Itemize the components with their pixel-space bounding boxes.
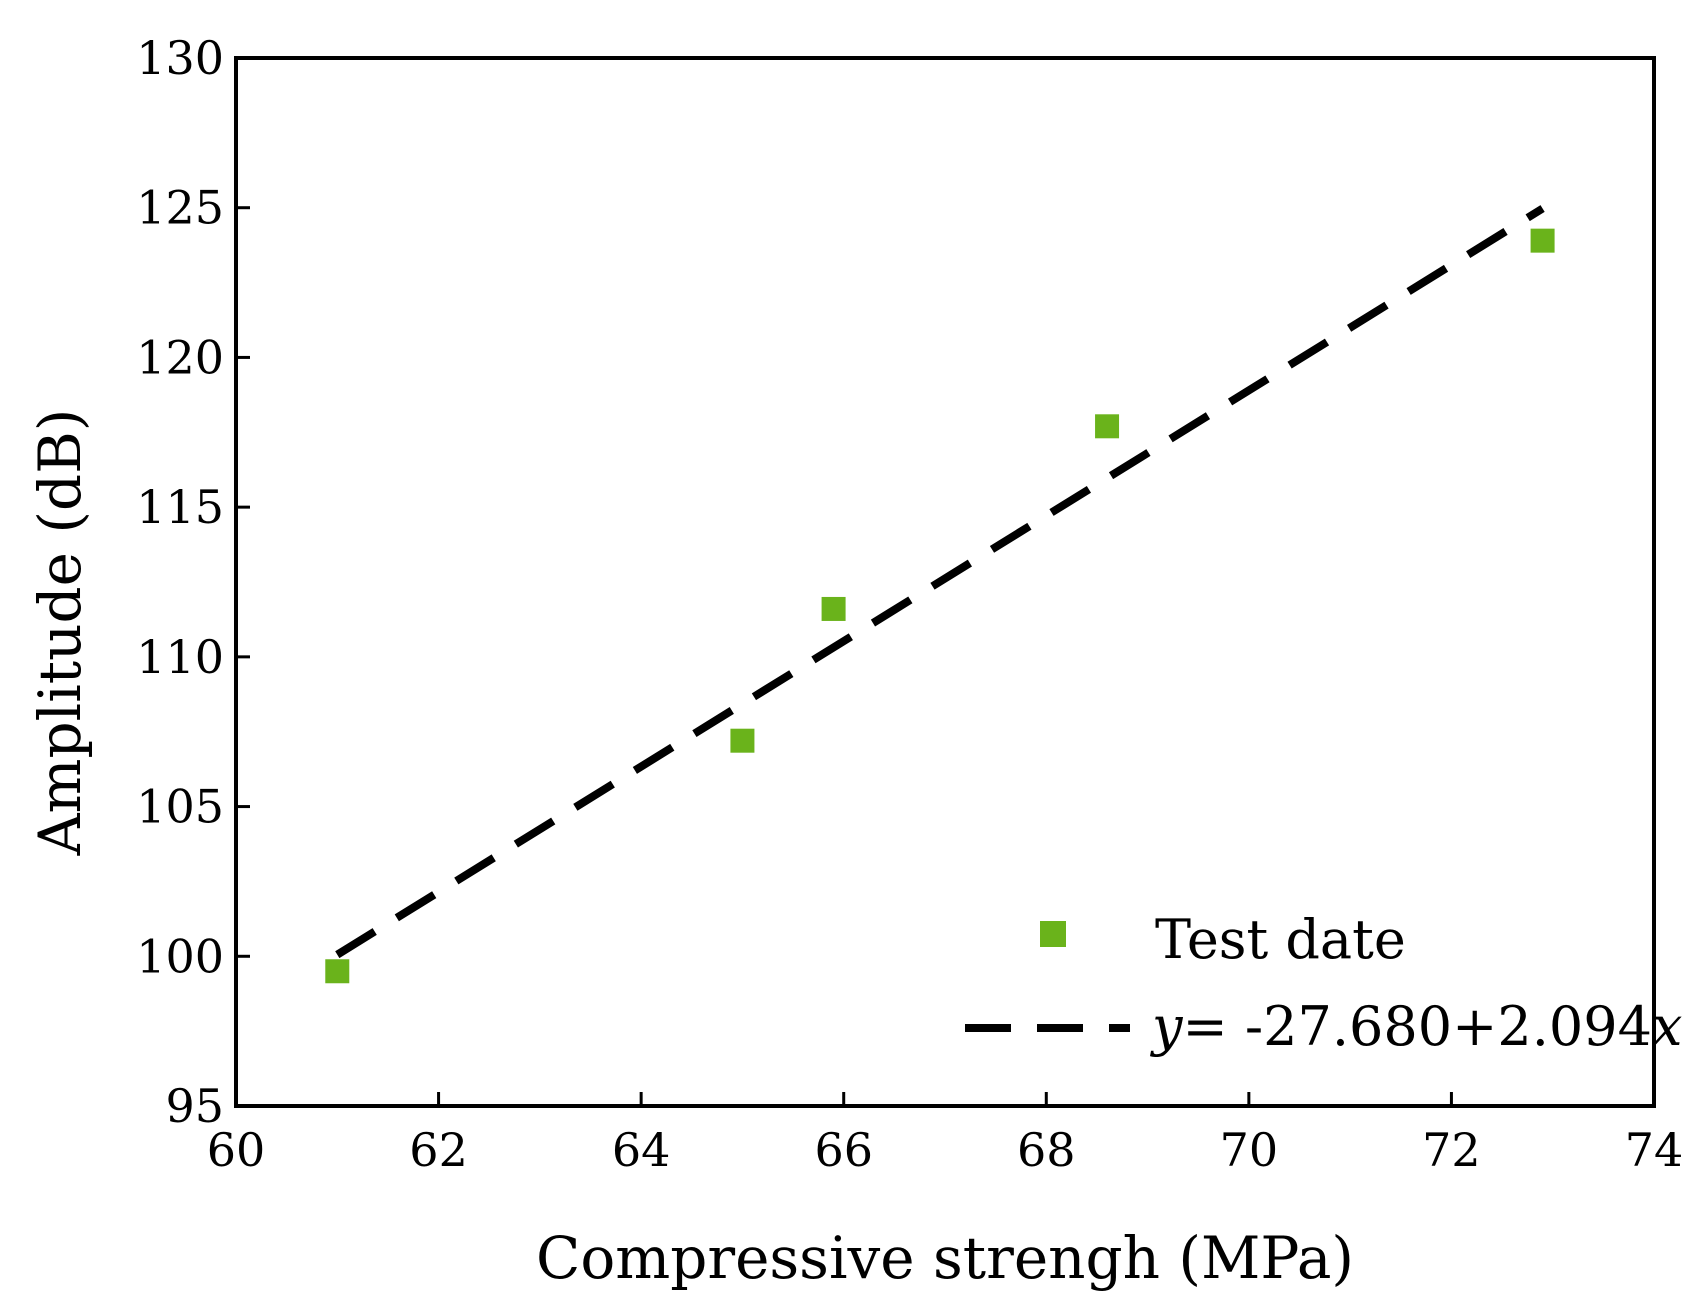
y-tick-label: 100 (136, 929, 224, 983)
x-tick-label: 68 (1017, 1123, 1076, 1177)
legend-label-fit: y= -27.680+2.094x (1150, 995, 1682, 1058)
x-axis-title: Compressive strengh (MPa) (536, 1224, 1354, 1292)
y-tick-label: 110 (136, 630, 224, 684)
y-axis-title: Amplitude (dB) (26, 409, 94, 857)
x-tick-label: 64 (612, 1123, 671, 1177)
data-point (1530, 228, 1555, 253)
legend-marker-test-date (1040, 921, 1066, 947)
y-axis-ticks: 95 100 105 110 115 120 125 130 (136, 31, 250, 1133)
plot-frame (234, 56, 1656, 1108)
legend-label-test-date: Test date (1155, 908, 1406, 971)
legend-fit-equation: = -27.680+2.094 (1183, 995, 1652, 1058)
data-point (730, 728, 755, 753)
y-tick-label: 105 (136, 780, 224, 834)
y-tick-label: 130 (136, 31, 224, 85)
data-point (821, 596, 846, 621)
x-tick-label: 60 (207, 1123, 266, 1177)
x-tick-label: 66 (814, 1123, 873, 1177)
data-points-layer (325, 228, 1555, 984)
y-tick-label: 95 (165, 1079, 224, 1133)
x-tick-label: 72 (1422, 1123, 1481, 1177)
legend-fit-x: x (1652, 995, 1682, 1058)
x-tick-label: 74 (1625, 1123, 1684, 1177)
data-point (1095, 414, 1120, 439)
fit-line (335, 205, 1545, 959)
legend: Test date y= -27.680+2.094x (965, 908, 1682, 1058)
data-point (325, 959, 350, 984)
fit-line-layer (335, 205, 1545, 959)
y-tick-label: 115 (136, 480, 224, 534)
y-tick-label: 125 (136, 181, 224, 235)
y-tick-label: 120 (136, 330, 224, 384)
x-tick-label: 62 (409, 1123, 468, 1177)
x-axis-ticks: 60 62 64 66 68 70 72 74 (207, 1092, 1684, 1177)
x-tick-label: 70 (1220, 1123, 1279, 1177)
legend-fit-y: y (1150, 995, 1184, 1058)
